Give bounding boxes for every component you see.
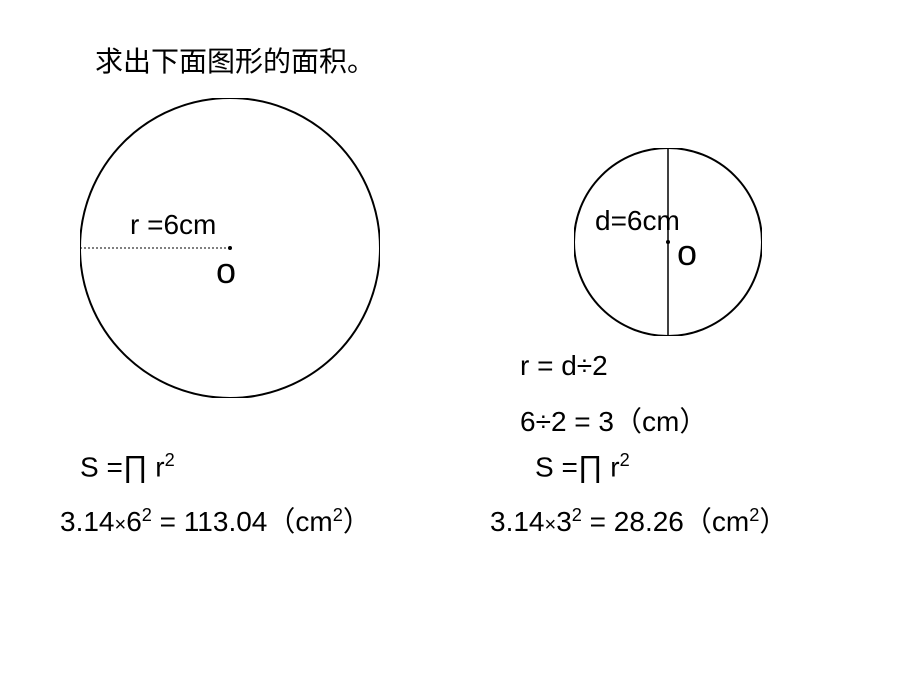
right-calc-base: 3: [556, 506, 572, 537]
circle-diameter-diagram: [574, 148, 762, 336]
right-calc-suffix: ）: [759, 506, 787, 537]
circle1-center-label: o: [216, 250, 236, 292]
left-calc-exp2: 2: [333, 505, 343, 525]
right-formula-radius-calc: 6÷2 = 3（cm）: [520, 400, 707, 440]
pi-symbol-right: ∏: [578, 450, 603, 483]
right-calc-middle: = 28.26（cm: [582, 506, 749, 537]
left-formula-r: r: [148, 451, 165, 482]
right-formula-calc: 3.14×32 = 28.26（cm2）: [490, 500, 787, 540]
right-formula-area: S =∏ r2: [535, 450, 630, 484]
right-formula-r: r: [603, 451, 620, 482]
left-calc-exp: 2: [142, 505, 152, 525]
left-calc-base: 6: [126, 506, 142, 537]
left-formula-r-exp: 2: [165, 450, 175, 470]
page-title: 求出下面图形的面积。: [95, 40, 375, 80]
right-formula-r-exp: 2: [620, 450, 630, 470]
left-calc-prefix: 3.14: [60, 506, 115, 537]
left-calc-mult: ×: [115, 514, 127, 536]
right-formula-radius: r = d÷2: [520, 350, 608, 382]
circle-radius-diagram: [80, 98, 380, 398]
right-formula-s-prefix: S =: [535, 451, 578, 482]
right-calc-mult: ×: [545, 514, 557, 536]
pi-symbol-left: ∏: [123, 450, 148, 483]
circle1-radius-label: r =6cm: [130, 209, 216, 241]
left-formula-s-prefix: S =: [80, 451, 123, 482]
circle2-center-label: o: [677, 232, 697, 274]
left-calc-suffix: ）: [343, 506, 371, 537]
left-formula-area: S =∏ r2: [80, 450, 175, 484]
circle2-center-dot: [666, 240, 670, 244]
right-calc-prefix: 3.14: [490, 506, 545, 537]
right-calc-exp: 2: [572, 505, 582, 525]
left-calc-middle: = 113.04（cm: [152, 506, 333, 537]
right-calc-exp2: 2: [749, 505, 759, 525]
circle2-diameter-label: d=6cm: [595, 205, 680, 237]
left-formula-calc: 3.14×62 = 113.04（cm2）: [60, 500, 371, 540]
